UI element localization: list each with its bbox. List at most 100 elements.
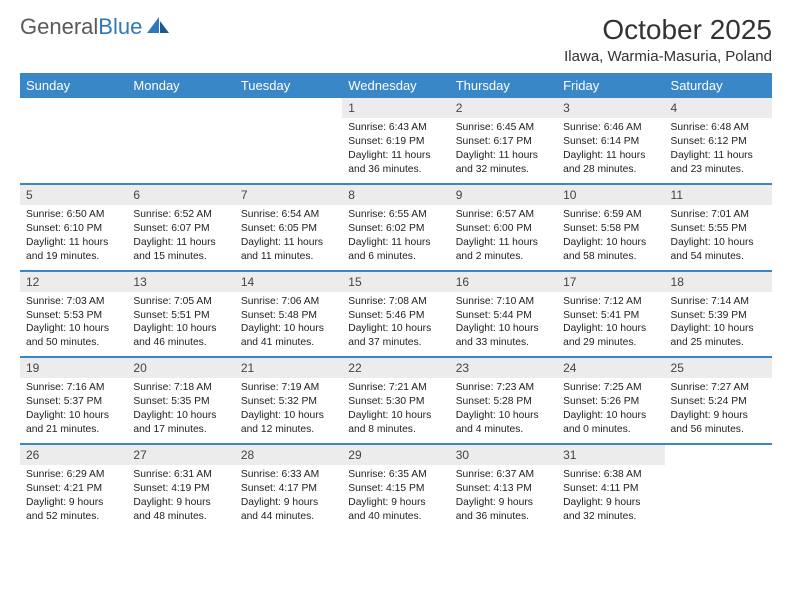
day-number-cell: 25 (665, 357, 772, 378)
sunrise-line: Sunrise: 7:16 AM (26, 381, 121, 395)
sunset-line: Sunset: 5:41 PM (563, 309, 658, 323)
daylight-line: Daylight: 11 hours and 23 minutes. (671, 149, 766, 177)
sunrise-line: Sunrise: 7:27 AM (671, 381, 766, 395)
daynum-row: 262728293031 (20, 444, 772, 465)
day-details-cell: Sunrise: 6:29 AMSunset: 4:21 PMDaylight:… (20, 465, 127, 530)
details-row: Sunrise: 6:43 AMSunset: 6:19 PMDaylight:… (20, 118, 772, 184)
day-number-cell: 19 (20, 357, 127, 378)
sunset-line: Sunset: 6:07 PM (133, 222, 228, 236)
sunrise-line: Sunrise: 6:29 AM (26, 468, 121, 482)
daylight-line: Daylight: 9 hours and 56 minutes. (671, 409, 766, 437)
daylight-line: Daylight: 9 hours and 48 minutes. (133, 496, 228, 524)
daylight-line: Daylight: 10 hours and 50 minutes. (26, 322, 121, 350)
daylight-line: Daylight: 11 hours and 2 minutes. (456, 236, 551, 264)
sunrise-line: Sunrise: 6:54 AM (241, 208, 336, 222)
daylight-line: Daylight: 10 hours and 12 minutes. (241, 409, 336, 437)
day-number-cell: 8 (342, 184, 449, 205)
day-details-cell: Sunrise: 6:37 AMSunset: 4:13 PMDaylight:… (450, 465, 557, 530)
sunrise-line: Sunrise: 6:31 AM (133, 468, 228, 482)
day-details-cell: Sunrise: 6:38 AMSunset: 4:11 PMDaylight:… (557, 465, 664, 530)
sunset-line: Sunset: 5:30 PM (348, 395, 443, 409)
day-details-cell (235, 118, 342, 184)
details-row: Sunrise: 7:03 AMSunset: 5:53 PMDaylight:… (20, 292, 772, 358)
daylight-line: Daylight: 10 hours and 41 minutes. (241, 322, 336, 350)
daylight-line: Daylight: 10 hours and 37 minutes. (348, 322, 443, 350)
sunset-line: Sunset: 5:55 PM (671, 222, 766, 236)
sunrise-line: Sunrise: 6:43 AM (348, 121, 443, 135)
sunrise-line: Sunrise: 6:46 AM (563, 121, 658, 135)
daylight-line: Daylight: 11 hours and 36 minutes. (348, 149, 443, 177)
sunset-line: Sunset: 5:35 PM (133, 395, 228, 409)
day-details-cell: Sunrise: 6:45 AMSunset: 6:17 PMDaylight:… (450, 118, 557, 184)
sunset-line: Sunset: 5:58 PM (563, 222, 658, 236)
day-details-cell: Sunrise: 7:23 AMSunset: 5:28 PMDaylight:… (450, 378, 557, 444)
day-number-cell: 30 (450, 444, 557, 465)
day-header: Friday (557, 73, 664, 98)
daylight-line: Daylight: 11 hours and 6 minutes. (348, 236, 443, 264)
sunrise-line: Sunrise: 7:05 AM (133, 295, 228, 309)
logo: GeneralBlue (20, 14, 171, 40)
day-number-cell: 10 (557, 184, 664, 205)
daylight-line: Daylight: 9 hours and 52 minutes. (26, 496, 121, 524)
details-row: Sunrise: 6:50 AMSunset: 6:10 PM Daylight:… (20, 205, 772, 271)
sunrise-line: Sunrise: 6:45 AM (456, 121, 551, 135)
day-number-cell: 2 (450, 98, 557, 118)
sunset-line: Sunset: 5:51 PM (133, 309, 228, 323)
sunset-line: Sunset: 4:11 PM (563, 482, 658, 496)
day-details-cell: Sunrise: 7:05 AMSunset: 5:51 PMDaylight:… (127, 292, 234, 358)
day-details-cell: Sunrise: 6:54 AMSunset: 6:05 PMDaylight:… (235, 205, 342, 271)
sunset-line: Sunset: 6:02 PM (348, 222, 443, 236)
sunrise-line: Sunrise: 7:03 AM (26, 295, 121, 309)
logo-word2: Blue (98, 14, 142, 39)
header: GeneralBlue October 2025 Ilawa, Warmia-M… (20, 14, 772, 65)
calendar-table: SundayMondayTuesdayWednesdayThursdayFrid… (20, 73, 772, 530)
daylight-line: Daylight: 10 hours and 25 minutes. (671, 322, 766, 350)
title-block: October 2025 Ilawa, Warmia-Masuria, Pola… (564, 14, 772, 65)
day-number-cell: 6 (127, 184, 234, 205)
sunset-line: Sunset: 5:46 PM (348, 309, 443, 323)
sunset-line: Sunset: 6:10 PM (26, 222, 121, 236)
daylight-line: Daylight: 10 hours and 4 minutes. (456, 409, 551, 437)
day-details-cell: Sunrise: 6:59 AMSunset: 5:58 PMDaylight:… (557, 205, 664, 271)
daynum-row: 12131415161718 (20, 271, 772, 292)
day-details-cell: Sunrise: 6:52 AMSunset: 6:07 PMDaylight:… (127, 205, 234, 271)
daylight-line: Daylight: 11 hours and 11 minutes. (241, 236, 336, 264)
day-header: Sunday (20, 73, 127, 98)
day-number-cell: 15 (342, 271, 449, 292)
sunset-line: Sunset: 4:19 PM (133, 482, 228, 496)
daylight-line: Daylight: 10 hours and 58 minutes. (563, 236, 658, 264)
sunset-line: Sunset: 5:39 PM (671, 309, 766, 323)
day-number-cell: 29 (342, 444, 449, 465)
day-number-cell: 22 (342, 357, 449, 378)
day-number-cell: 23 (450, 357, 557, 378)
sunrise-line: Sunrise: 7:06 AM (241, 295, 336, 309)
day-number-cell (665, 444, 772, 465)
month-title: October 2025 (564, 14, 772, 46)
day-details-cell: Sunrise: 6:55 AMSunset: 6:02 PMDaylight:… (342, 205, 449, 271)
day-details-cell: Sunrise: 7:16 AMSunset: 5:37 PMDaylight:… (20, 378, 127, 444)
sunset-line: Sunset: 6:12 PM (671, 135, 766, 149)
sunrise-line: Sunrise: 7:25 AM (563, 381, 658, 395)
day-details-cell: Sunrise: 7:06 AMSunset: 5:48 PMDaylight:… (235, 292, 342, 358)
sunrise-line: Sunrise: 7:12 AM (563, 295, 658, 309)
day-details-cell (20, 118, 127, 184)
sunrise-line: Sunrise: 6:50 AM (26, 208, 121, 222)
day-details-cell: Sunrise: 6:50 AMSunset: 6:10 PMDaylight:… (20, 205, 127, 271)
sunrise-line: Sunrise: 6:57 AM (456, 208, 551, 222)
daylight-line: Daylight: 9 hours and 32 minutes. (563, 496, 658, 524)
daylight-line: Daylight: 10 hours and 54 minutes. (671, 236, 766, 264)
day-details-cell: Sunrise: 7:10 AMSunset: 5:44 PMDaylight:… (450, 292, 557, 358)
daylight-line: Daylight: 11 hours and 28 minutes. (563, 149, 658, 177)
day-header: Saturday (665, 73, 772, 98)
day-details-cell: Sunrise: 6:33 AMSunset: 4:17 PMDaylight:… (235, 465, 342, 530)
day-number-cell (20, 98, 127, 118)
logo-word1: General (20, 14, 98, 39)
sunset-line: Sunset: 4:13 PM (456, 482, 551, 496)
day-header: Wednesday (342, 73, 449, 98)
day-details-cell: Sunrise: 6:35 AMSunset: 4:15 PMDaylight:… (342, 465, 449, 530)
day-details-cell: Sunrise: 6:31 AMSunset: 4:19 PMDaylight:… (127, 465, 234, 530)
sunset-line: Sunset: 6:05 PM (241, 222, 336, 236)
day-details-cell: Sunrise: 6:48 AMSunset: 6:12 PMDaylight:… (665, 118, 772, 184)
day-number-cell (235, 98, 342, 118)
sunrise-line: Sunrise: 6:55 AM (348, 208, 443, 222)
